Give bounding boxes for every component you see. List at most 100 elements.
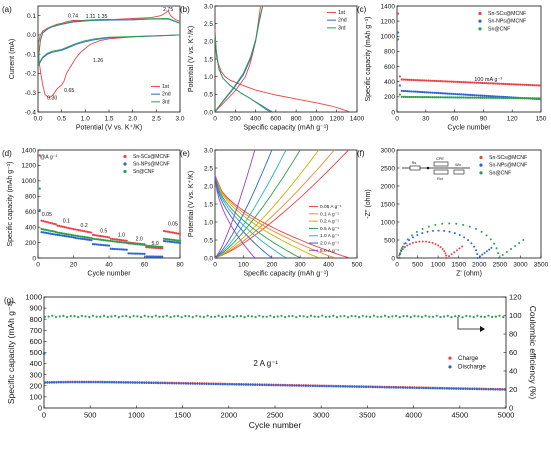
- series-line: [214, 5, 264, 112]
- data-point-Sn@CNF: [502, 96, 505, 100]
- data-point-Discharge: [150, 381, 153, 385]
- y-axis-label: Current (mA): [9, 39, 16, 79]
- data-point-Sn@CNF: [454, 96, 457, 99]
- data-point-efficiency: [169, 315, 172, 319]
- x-tick-label: 500: [352, 262, 363, 269]
- data-point-Sn-SCs@MCNF: [173, 231, 176, 235]
- data-point-Discharge: [503, 388, 506, 391]
- data-point-efficiency: [269, 314, 272, 317]
- data-point-efficiency: [258, 314, 261, 317]
- data-point-Sn-SCs@MCNF: [498, 82, 501, 85]
- data-point-Discharge: [496, 388, 499, 391]
- data-point-Sn-SCs@MCNF: [419, 79, 423, 82]
- data-point-efficiency: [428, 315, 431, 318]
- data-point-Discharge: [337, 385, 340, 388]
- data-point-Discharge: [173, 382, 176, 385]
- data-point-Sn@CNF: [437, 96, 440, 99]
- data-point-Sn@CNF: [38, 187, 41, 190]
- arrow-line: [457, 317, 480, 330]
- data-point-efficiency: [295, 316, 298, 319]
- data-point-Discharge: [203, 382, 206, 386]
- x-tick-label: 4000: [405, 411, 422, 420]
- data-point-Discharge: [50, 381, 53, 384]
- data-point-Sn-SCs@MCNF: [525, 83, 528, 86]
- data-point-Sn-SCs@MCNF: [427, 79, 430, 82]
- data-point-efficiency: [457, 314, 460, 318]
- data-point-Sn@CNF: [134, 242, 137, 246]
- data-point-Discharge: [101, 381, 104, 384]
- x-tick-label: 60: [141, 262, 149, 269]
- data-point-Sn@CNF: [74, 234, 77, 237]
- data-point-Sn-SCs@MCNF: [86, 230, 89, 233]
- x-tick-label: 3.0: [175, 116, 184, 123]
- data-point-Sn@CNF: [469, 96, 473, 99]
- data-point-efficiency: [62, 314, 65, 317]
- data-point-Sn@CNF: [535, 97, 538, 100]
- data-point-Discharge: [233, 383, 236, 386]
- data-point-Sn-SCs@MCNF: [146, 246, 150, 249]
- data-point-efficiency: [343, 314, 346, 318]
- charge-curve: [214, 149, 256, 258]
- data-point-efficiency: [250, 315, 253, 318]
- data-point-Sn-NPs@MCNF: [59, 234, 63, 237]
- data-point-Sn-SCs@MCNF: [44, 220, 47, 223]
- data-point-efficiency: [265, 315, 268, 318]
- data-point-Sn-SCs@MCNF: [485, 82, 488, 85]
- data-point-Sn-NPs@MCNF: [113, 247, 116, 251]
- data-point-Sn-SCs@MCNF: [417, 79, 421, 82]
- x-axis-label: Specific capacity (mAh g⁻¹): [244, 125, 329, 132]
- x-tick-label: 0: [213, 116, 217, 123]
- data-point-Sn-SCs@MCNF: [170, 231, 173, 234]
- panel-b-charge-discharge: 0 200 400 600 800 1000 1200 1400 0.0 0.5 1.0 1.5 2.0…: [180, 3, 365, 131]
- data-point-Sn-SCs@MCNF: [400, 78, 403, 81]
- legend-entry: 2.0 A g⁻¹: [320, 241, 339, 247]
- data-point-efficiency: [221, 315, 224, 319]
- legend-entry: Sn-NPs@MCNF: [133, 162, 170, 168]
- data-point-Discharge: [133, 381, 137, 384]
- x-tick-label: 800: [291, 116, 302, 123]
- data-point-Sn-NPs@MCNF: [419, 90, 423, 94]
- circuit-label: Rs: [412, 161, 417, 165]
- data-point-Sn-NPs@MCNF: [49, 232, 52, 235]
- data-point-Sn-SCs@MCNF: [508, 83, 511, 86]
- data-point-Sn-NPs@MCNF: [75, 237, 79, 240]
- data-point-Sn@CNF: [468, 225, 471, 228]
- legend-entry: 3rd: [162, 99, 170, 105]
- data-point-Sn-SCs@MCNF: [464, 81, 467, 84]
- data-point-efficiency: [369, 315, 372, 319]
- x-tick-label: 0.5: [57, 116, 66, 123]
- data-point-Sn-NPs@MCNF: [146, 255, 150, 258]
- data-point-Sn-SCs@MCNF: [97, 234, 100, 237]
- data-point-Sn-NPs@MCNF: [423, 91, 426, 94]
- data-point-Sn-SCs@MCNF: [145, 246, 148, 249]
- data-point-efficiency: [324, 315, 327, 318]
- arrow-head: [480, 326, 485, 332]
- data-point-efficiency: [202, 315, 205, 319]
- data-point-Discharge: [94, 381, 97, 384]
- data-point-Discharge: [212, 382, 215, 386]
- y-tick-label: 1.0: [204, 74, 213, 81]
- data-point-Sn-NPs@MCNF: [416, 233, 419, 236]
- data-point-Sn-SCs@MCNF: [99, 234, 102, 238]
- data-point-efficiency: [461, 316, 464, 319]
- data-point-efficiency: [213, 315, 217, 318]
- data-point-Discharge: [175, 382, 178, 385]
- y-tick-label: 400: [384, 79, 395, 86]
- data-point-Discharge: [184, 382, 187, 385]
- data-point-Sn-NPs@MCNF: [465, 93, 469, 96]
- data-point-Sn-NPs@MCNF: [473, 94, 476, 97]
- data-point-Sn-SCs@MCNF: [477, 81, 480, 84]
- legend-entry: 2nd: [338, 18, 347, 24]
- data-point-efficiency: [139, 315, 143, 319]
- panel-label: (d): [2, 149, 12, 158]
- y-tick-label: -0.1: [25, 51, 37, 58]
- data-point-Sn-SCs@MCNF: [164, 230, 167, 233]
- data-point-Sn@CNF: [444, 96, 448, 99]
- data-point-Discharge: [307, 384, 310, 387]
- x-tick-label: 2.0: [128, 116, 137, 123]
- y2-axis-label: Coulombic efficiency (%): [528, 306, 538, 400]
- x-tick-label: 3500: [359, 411, 376, 420]
- data-point-Sn-SCs@MCNF: [537, 84, 540, 87]
- data-point-Discharge: [362, 385, 365, 389]
- data-point-Sn-SCs@MCNF: [423, 79, 426, 82]
